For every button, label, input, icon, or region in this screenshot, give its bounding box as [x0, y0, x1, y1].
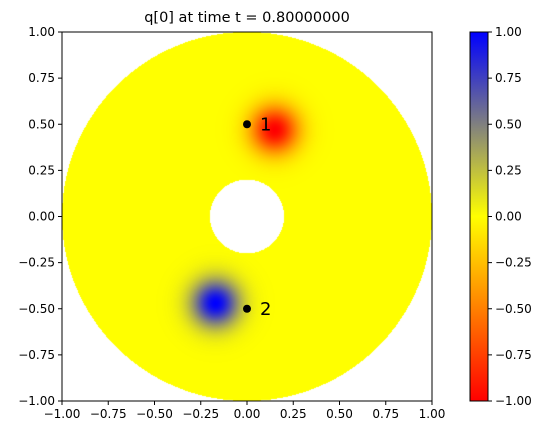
chart-title: q[0] at time t = 0.80000000: [144, 10, 350, 26]
x-tick-label: −0.25: [182, 407, 219, 421]
colorbar-tick-label: 0.00: [495, 210, 522, 224]
colorbar-axis: 1.00 0.75 0.50 0.25 0.00 −0.25 −0.50 −0.75 −1.00: [488, 25, 532, 408]
x-tick-label: −0.75: [90, 407, 127, 421]
x-tick-label: 0.00: [234, 407, 261, 421]
y-tick-label: −0.50: [18, 302, 55, 316]
gauge-1-label: 1: [260, 114, 271, 135]
gauge-2-marker: [243, 304, 251, 313]
x-tick-label: −1.00: [44, 407, 81, 421]
y-tick-label: 1.00: [28, 25, 55, 39]
colorbar-tick-label: −1.00: [495, 394, 532, 408]
colorbar-tick-label: 0.50: [495, 117, 522, 131]
x-tick-label: 0.75: [372, 407, 399, 421]
gauge-2-label: 2: [260, 299, 271, 320]
colorbar: [469, 31, 489, 402]
colorbar-tick-label: −0.75: [495, 348, 532, 362]
colorbar-tick-label: 1.00: [495, 25, 522, 39]
colorbar-tick-label: 0.25: [495, 163, 522, 177]
plot-area: [62, 32, 432, 401]
y-tick-label: 0.25: [28, 163, 55, 177]
y-tick-label: −0.75: [18, 348, 55, 362]
y-tick-label: 0.75: [28, 71, 55, 85]
x-tick-label: 0.25: [280, 407, 307, 421]
colorbar-tick-label: 0.75: [495, 71, 522, 85]
x-tick-label: 0.50: [326, 407, 353, 421]
y-tick-label: 0.50: [28, 117, 55, 131]
y-axis: −1.00 −0.75 −0.50 −0.25 0.00 0.25 0.50 0.75 1.00: [18, 25, 62, 408]
x-tick-label: 1.00: [419, 407, 446, 421]
x-axis: −1.00 −0.75 −0.50 −0.25 0.00 0.25 0.50 0.75 1.00: [44, 401, 446, 421]
gauge-1-marker: [243, 120, 251, 129]
y-tick-label: −0.25: [18, 256, 55, 270]
gauges: 12: [243, 114, 271, 320]
y-tick-label: 0.00: [28, 210, 55, 224]
colorbar-tick-label: −0.25: [495, 256, 532, 270]
colorbar-tick-label: −0.50: [495, 302, 532, 316]
field-heatmap: [62, 32, 432, 401]
y-tick-label: −1.00: [18, 394, 55, 408]
x-tick-label: −0.50: [136, 407, 173, 421]
